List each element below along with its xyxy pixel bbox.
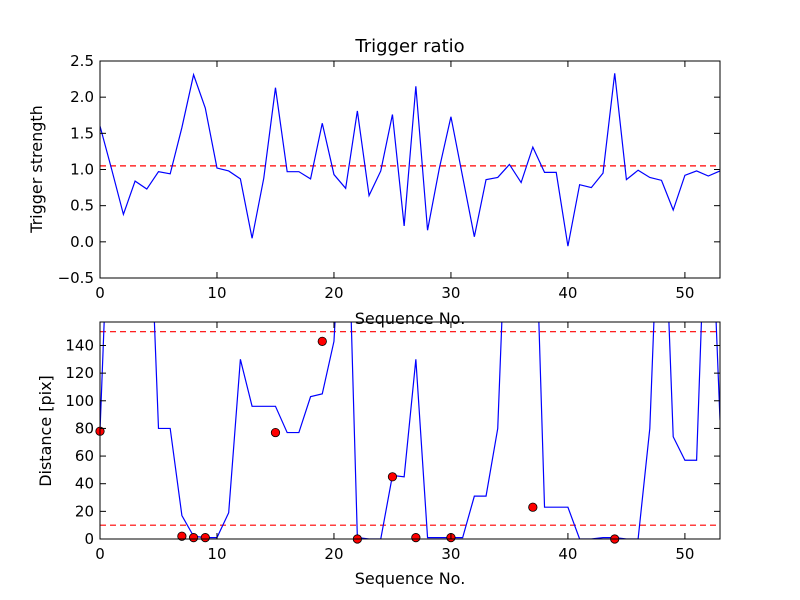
top-x-tick-label: 0 [95, 284, 105, 302]
bottom-y-tick-label: 80 [75, 419, 94, 437]
bottom-plot-frame [99, 321, 721, 540]
bottom-chart: Sequence No. Distance [pix] 0 10 20 30 40 50 0… [36, 321, 721, 588]
bottom-y-tick-label: 20 [75, 502, 94, 520]
bottom-marker-point [528, 502, 538, 512]
top-y-tick-label: 2.0 [70, 88, 94, 106]
bottom-y-tick-label: 40 [75, 475, 94, 493]
top-series-line [100, 72, 720, 247]
top-chart-ylabel: Trigger strength [27, 105, 46, 234]
bottom-marker-point [387, 472, 398, 482]
bottom-x-tick-label: 0 [95, 545, 105, 563]
bottom-markers [95, 336, 620, 544]
bottom-marker-point [317, 336, 327, 346]
bottom-x-tick-label: 10 [207, 545, 226, 563]
top-x-tick-label: 40 [558, 284, 577, 302]
top-x-tick-label: 10 [207, 284, 226, 302]
bottom-marker-point [270, 427, 281, 438]
bottom-x-tick-label: 50 [675, 545, 694, 563]
bottom-y-tick-label: 100 [65, 392, 94, 410]
top-y-tick-label: 0.0 [70, 233, 94, 251]
bottom-x-tick-label: 20 [324, 545, 343, 563]
bottom-marker-point [177, 531, 187, 541]
top-y-tick-label: −0.5 [58, 269, 94, 287]
bottom-y-tick-label: 60 [75, 447, 94, 465]
bottom-marker-point [188, 533, 199, 543]
top-y-tick-label: 0.5 [70, 197, 94, 215]
bottom-marker-point [411, 533, 421, 543]
bottom-y-tick-label: 120 [65, 364, 94, 382]
top-plot-area [100, 72, 720, 247]
bottom-marker-point [200, 533, 210, 543]
top-chart-xlabel: Sequence No. [355, 309, 466, 328]
bottom-x-tick-label: 40 [558, 545, 577, 563]
top-chart: Trigger ratio Sequence No. Trigger stren… [27, 36, 721, 328]
top-x-tick-label: 30 [441, 284, 460, 302]
top-x-tick-label: 20 [324, 284, 343, 302]
bottom-y-tick-label: 0 [84, 530, 94, 548]
top-chart-title: Trigger ratio [354, 36, 464, 57]
top-y-tick-label: 1.5 [70, 124, 94, 142]
bottom-x-tick-label: 30 [441, 545, 460, 563]
top-y-tick-label: 2.5 [70, 52, 94, 70]
top-y-tick-label: 1.0 [70, 161, 94, 179]
top-x-tick-label: 50 [675, 284, 694, 302]
bottom-chart-xlabel: Sequence No. [355, 569, 466, 588]
bottom-y-tick-label: 140 [65, 336, 94, 354]
bottom-chart-ylabel: Distance [pix] [36, 375, 55, 487]
